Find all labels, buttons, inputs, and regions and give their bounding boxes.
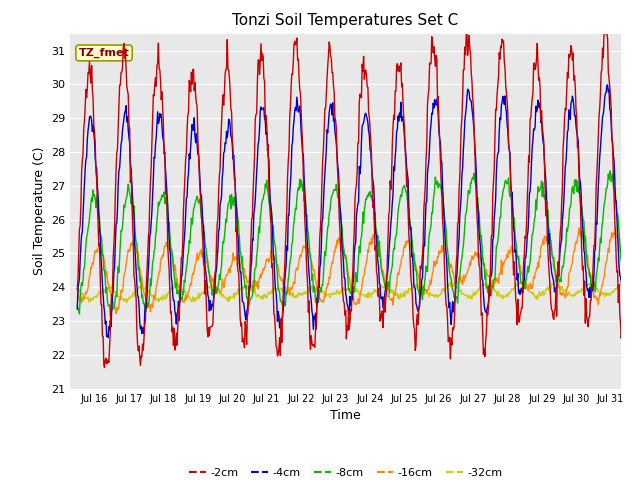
- Legend: -2cm, -4cm, -8cm, -16cm, -32cm: -2cm, -4cm, -8cm, -16cm, -32cm: [184, 464, 507, 480]
- X-axis label: Time: Time: [330, 409, 361, 422]
- Text: TZ_fmet: TZ_fmet: [79, 48, 129, 58]
- Title: Tonzi Soil Temperatures Set C: Tonzi Soil Temperatures Set C: [232, 13, 459, 28]
- Y-axis label: Soil Temperature (C): Soil Temperature (C): [33, 147, 45, 276]
